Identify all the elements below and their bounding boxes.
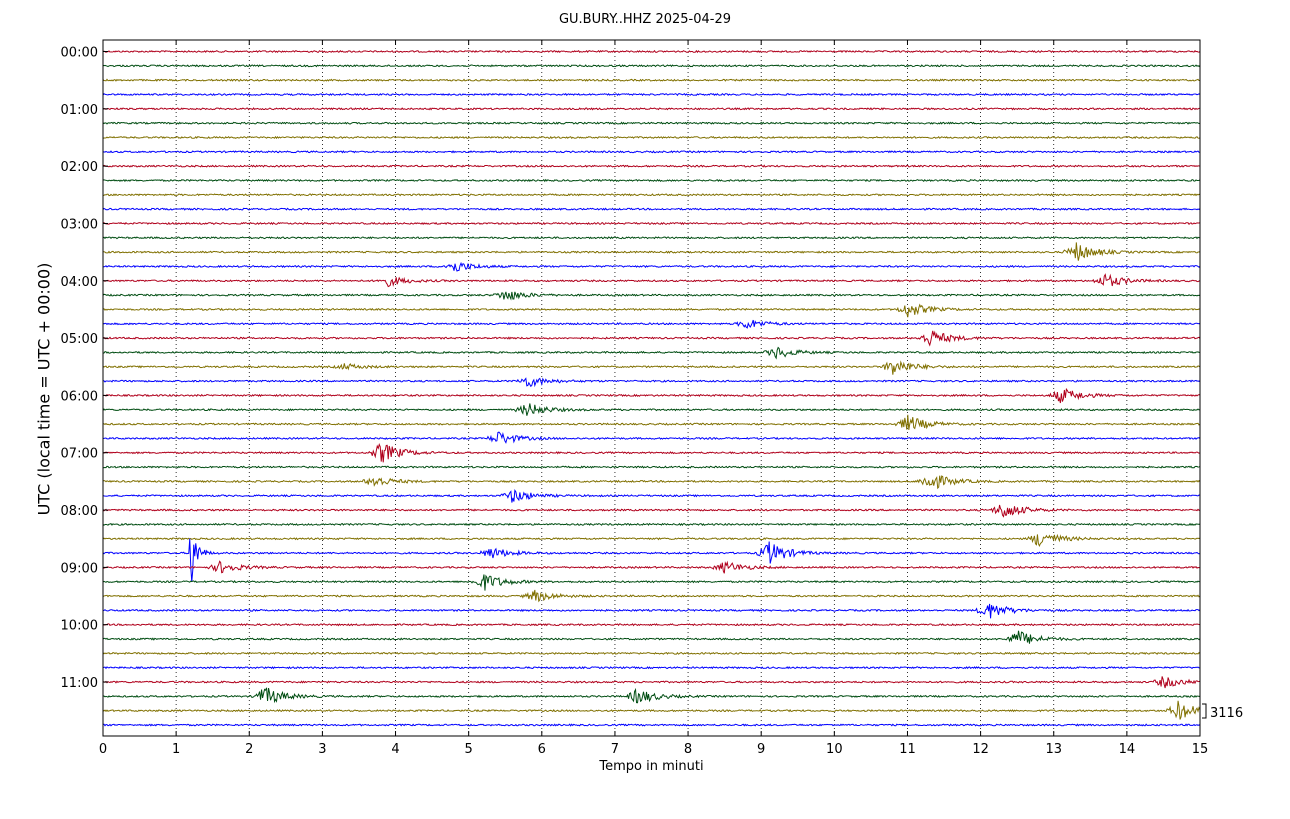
trace-line-17 [102,291,1201,301]
trace-line-16 [102,273,1201,288]
trace-line-45 [103,687,1201,704]
y-tick-label-8: 08:00 [61,504,98,519]
y-tick-label-5: 05:00 [61,332,98,347]
x-tick-label-10: 10 [826,742,843,757]
trace-line-33 [102,522,1201,527]
trace-line-42 [102,651,1201,655]
trace-line-27 [102,431,1201,444]
trace-line-38 [102,589,1201,603]
x-tick-label-7: 7 [611,742,619,757]
x-tick-label-1: 1 [172,742,180,757]
x-tick-label-9: 9 [757,742,765,757]
trace-line-25 [102,403,1201,416]
y-axis-ticks: 00:00 01:00 02:00 03:00 04:00 05:00 06:00 07:00… [61,46,108,691]
trace-line-39 [102,603,1201,619]
trace-line-3 [102,92,1201,97]
trace-line-28 [102,442,1201,463]
trace-line-40 [102,623,1201,627]
y-tick-label-6: 06:00 [61,389,98,404]
y-tick-label-0: 00:00 [61,46,98,61]
x-tick-label-14: 14 [1119,742,1136,757]
trace-line-24 [102,387,1201,404]
trace-line-1 [102,64,1201,68]
seismic-traces [102,49,1201,727]
trace-line-20 [102,330,1201,347]
trace-line-8 [102,164,1201,168]
trace-line-46 [102,700,1201,720]
x-tick-label-12: 12 [972,742,989,757]
trace-line-14 [102,242,1201,261]
trace-line-15 [102,261,1201,272]
x-tick-label-13: 13 [1045,742,1062,757]
trace-line-29 [102,465,1201,469]
trace-line-9 [102,178,1201,183]
y-tick-label-1: 01:00 [61,103,98,118]
trace-line-4 [102,107,1201,111]
trace-line-6 [102,135,1201,140]
trace-line-11 [102,207,1201,211]
y-tick-label-3: 03:00 [61,217,98,232]
trace-line-7 [102,150,1201,154]
trace-line-35 [102,538,1201,582]
trace-line-30 [102,475,1201,490]
x-tick-label-15: 15 [1192,742,1209,757]
trace-line-47 [102,723,1201,727]
trace-line-2 [102,78,1200,82]
chart-title: GU.BURY..HHZ 2025-04-29 [558,12,732,27]
x-axis-label: Tempo in minuti [599,759,704,774]
trace-line-12 [102,221,1201,226]
trace-line-32 [102,504,1201,518]
x-axis-ticks: 0 1 2 3 4 5 6 7 8 9 10 11 12 13 14 15 [99,40,1208,757]
scale-label: 3116 [1210,706,1243,721]
x-tick-label-4: 4 [391,742,399,757]
x-tick-label-6: 6 [538,742,546,757]
trace-line-22 [102,360,1201,375]
x-tick-label-2: 2 [245,742,253,757]
x-tick-label-0: 0 [99,742,107,757]
x-tick-label-8: 8 [684,742,692,757]
trace-line-37 [102,574,1201,591]
trace-line-43 [102,666,1201,670]
y-tick-label-4: 04:00 [61,275,98,290]
amplitude-scale-bar: 3116 [1202,703,1243,721]
x-tick-label-3: 3 [318,742,326,757]
plot-frame [102,39,1201,737]
trace-line-34 [102,533,1201,548]
trace-line-19 [102,319,1201,329]
y-tick-label-9: 09:00 [61,561,98,576]
y-tick-label-11: 11:00 [61,676,98,691]
scale-bracket [1202,703,1207,719]
trace-line-36 [102,560,1201,574]
trace-line-26 [102,414,1201,430]
trace-line-31 [102,488,1201,503]
y-tick-label-7: 07:00 [61,447,98,462]
x-tick-label-5: 5 [465,742,473,757]
x-tick-label-11: 11 [899,742,916,757]
trace-line-23 [102,377,1201,388]
trace-line-5 [102,121,1201,125]
trace-line-0 [102,49,1201,54]
trace-line-41 [102,630,1201,644]
trace-line-18 [102,303,1201,318]
trace-line-10 [102,193,1201,197]
trace-line-44 [102,676,1201,689]
trace-line-21 [102,346,1201,360]
y-tick-label-10: 10:00 [61,619,98,634]
trace-line-13 [102,236,1201,240]
grid-lines [175,40,1128,736]
y-tick-label-2: 02:00 [61,160,98,175]
